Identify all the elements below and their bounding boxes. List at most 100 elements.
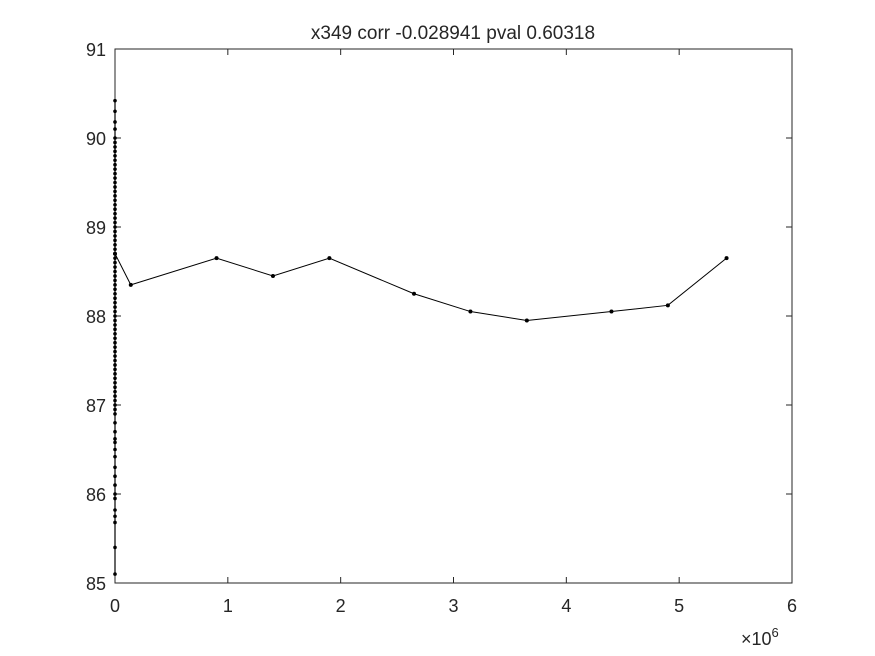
cluster-point — [113, 514, 117, 519]
data-point — [665, 303, 670, 308]
cluster-point — [113, 185, 117, 189]
cluster-point — [113, 314, 117, 318]
cluster-point — [113, 385, 117, 390]
cluster-point — [113, 211, 117, 216]
data-point — [270, 273, 275, 278]
cluster-point — [113, 508, 117, 512]
data-point — [412, 291, 417, 296]
y-tick-label: 90 — [86, 129, 106, 149]
cluster-point — [113, 238, 117, 243]
cluster-point — [113, 454, 117, 459]
cluster-point — [113, 496, 117, 501]
cluster-point — [113, 225, 117, 229]
cluster-point — [113, 327, 117, 332]
cluster-point — [113, 229, 117, 234]
data-point — [113, 251, 117, 256]
cluster-point — [113, 412, 117, 416]
cluster-point — [113, 291, 117, 296]
y-tick-label: 89 — [86, 218, 106, 238]
cluster-point — [113, 220, 117, 225]
plot-area — [113, 98, 729, 576]
cluster-point — [113, 140, 117, 145]
cluster-point — [113, 216, 117, 220]
x-tick-label: 1 — [223, 596, 233, 616]
cluster-point — [113, 376, 117, 381]
cluster-point — [113, 545, 117, 550]
y-tick-label: 85 — [86, 574, 106, 594]
cluster-point — [113, 260, 117, 265]
cluster-point — [113, 398, 117, 403]
x-tick-label: 6 — [787, 596, 797, 616]
cluster-point — [113, 483, 117, 487]
cluster-point — [113, 340, 117, 345]
cluster-point — [113, 367, 117, 372]
cluster-point — [113, 278, 117, 283]
cluster-point — [113, 520, 117, 525]
axes: 0 1 2 3 4 5 6 85 86 87 88 89 90 91 — [86, 40, 797, 616]
cluster-point — [113, 158, 117, 163]
cluster-point — [113, 318, 117, 323]
cluster-point — [113, 265, 117, 269]
cluster-point — [113, 372, 117, 376]
y-tick-label: 88 — [86, 307, 106, 327]
x-tick-label: 0 — [110, 596, 120, 616]
cluster-point — [113, 145, 117, 149]
cluster-point — [113, 336, 117, 341]
y-tick-label: 91 — [86, 40, 106, 60]
cluster-point — [113, 323, 117, 327]
cluster-point — [113, 109, 117, 114]
cluster-point — [113, 309, 117, 314]
y-tick-label: 87 — [86, 396, 106, 416]
data-point — [128, 282, 133, 287]
x-tick-label: 5 — [674, 596, 684, 616]
cluster-point — [113, 300, 117, 305]
cluster-point — [113, 421, 117, 425]
cluster-point — [113, 202, 117, 207]
cluster-point — [113, 403, 117, 407]
cluster-point — [113, 207, 117, 211]
y-tick-label: 86 — [86, 485, 106, 505]
cluster-point — [113, 429, 117, 434]
cluster-point — [113, 176, 117, 180]
cluster-point — [113, 492, 117, 496]
cluster-point — [113, 274, 117, 278]
cluster-point — [113, 256, 117, 260]
cluster-point — [113, 287, 117, 292]
cluster-point — [113, 234, 117, 238]
cluster-point — [113, 389, 117, 394]
cluster-point — [113, 354, 117, 358]
cluster-point — [113, 437, 117, 441]
cluster-point — [113, 269, 117, 274]
cluster-point — [113, 189, 117, 194]
cluster-point — [113, 127, 117, 131]
cluster-point — [113, 440, 117, 445]
cluster-point — [113, 349, 117, 354]
cluster-point — [113, 283, 117, 287]
cluster-point — [113, 465, 117, 470]
cluster-point — [113, 380, 117, 385]
cluster-point — [113, 247, 117, 252]
cluster-point — [113, 167, 117, 171]
x-tick-label: 3 — [448, 596, 458, 616]
cluster-point — [113, 394, 117, 398]
x-tick-label: 4 — [561, 596, 571, 616]
cluster-point — [113, 407, 117, 412]
data-point — [214, 256, 219, 261]
cluster-point — [113, 194, 117, 198]
x-exponent-base: ×10 — [741, 629, 772, 649]
cluster-point — [113, 243, 117, 247]
cluster-point — [113, 296, 117, 301]
cluster-point — [113, 363, 117, 367]
cluster-point — [113, 358, 117, 363]
chart-title: x349 corr -0.028941 pval 0.60318 — [311, 23, 595, 44]
cluster-point — [113, 447, 117, 452]
cluster-point — [113, 162, 117, 167]
cluster-point — [113, 345, 117, 349]
x-exponent-label: ×106 — [741, 625, 779, 649]
cluster-point — [113, 198, 117, 203]
cluster-point — [113, 180, 117, 185]
cluster-point — [113, 171, 117, 176]
data-point — [609, 309, 614, 314]
cluster-point — [113, 305, 117, 309]
